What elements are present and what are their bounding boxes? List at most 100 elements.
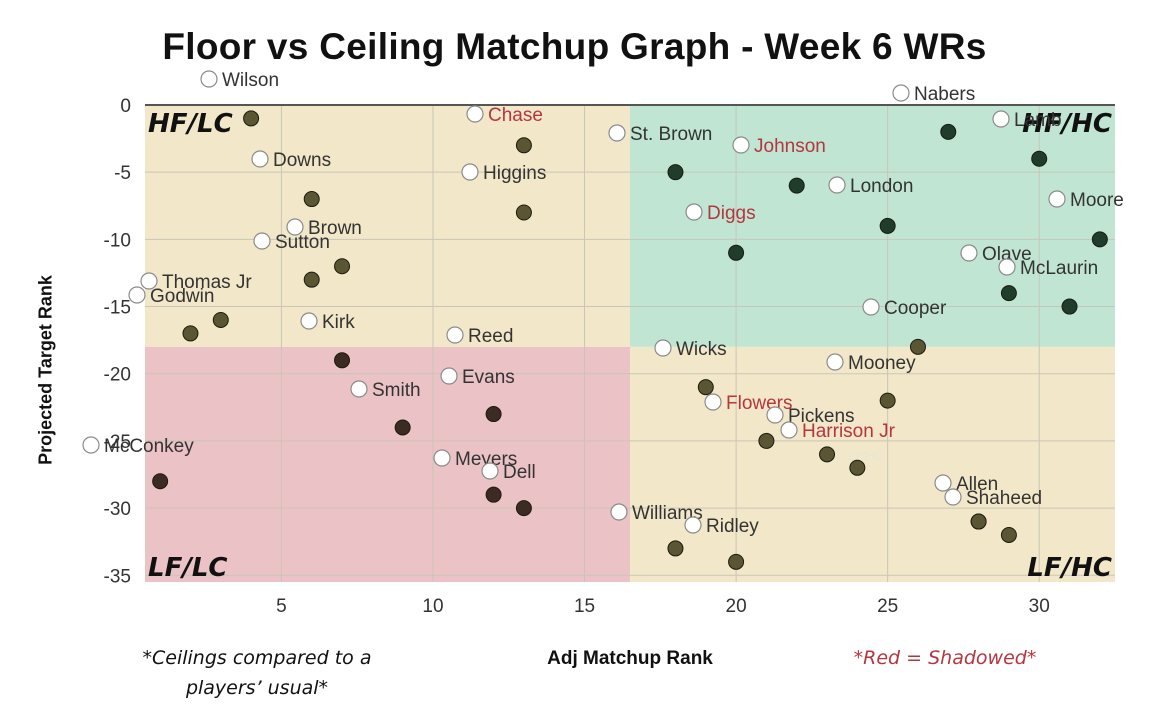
point-label: Lamb — [1014, 110, 1062, 131]
point-label: Kirk — [322, 312, 355, 333]
data-point — [303, 271, 320, 288]
data-point — [515, 137, 532, 154]
point-label: McConkey — [104, 436, 194, 457]
team-logo-icon — [433, 449, 451, 467]
point-label: Mooney — [848, 353, 916, 374]
team-logo-icon — [826, 353, 844, 371]
point-label: Diggs — [707, 203, 756, 224]
data-point — [334, 352, 351, 369]
data-point — [697, 379, 714, 396]
data-point — [212, 311, 229, 328]
point-label: London — [850, 176, 913, 197]
point-label: St. Brown — [630, 124, 712, 145]
team-logo-icon — [992, 110, 1010, 128]
quadrant-top-left — [145, 105, 630, 347]
point-label: Downs — [273, 150, 331, 171]
point-label: McLaurin — [1020, 258, 1098, 279]
data-point — [788, 177, 805, 194]
data-point — [819, 446, 836, 463]
data-point — [909, 338, 926, 355]
y-tick-label: -30 — [104, 499, 131, 520]
point-label: Meyers — [455, 449, 517, 470]
team-logo-icon — [654, 339, 672, 357]
data-point — [1091, 231, 1108, 248]
point-label: Evans — [462, 367, 515, 388]
data-point — [485, 486, 502, 503]
team-logo-icon — [608, 124, 626, 142]
x-tick-label: 5 — [276, 596, 287, 617]
team-logo-icon — [253, 232, 271, 250]
data-point — [879, 392, 896, 409]
team-logo-icon — [1048, 190, 1066, 208]
data-point — [515, 500, 532, 517]
point-label: Nabers — [914, 84, 975, 105]
point-label: Smith — [372, 380, 421, 401]
y-tick-label: -25 — [104, 432, 131, 453]
team-logo-icon — [998, 258, 1016, 276]
team-logo-icon — [685, 203, 703, 221]
y-tick-label: -5 — [114, 163, 131, 184]
data-point — [182, 325, 199, 342]
point-label: Thomas Jr — [162, 272, 252, 293]
y-tick-label: -20 — [104, 365, 131, 386]
data-point — [243, 110, 260, 127]
data-point — [879, 217, 896, 234]
team-logo-icon — [466, 105, 484, 123]
point-label: Olave — [982, 244, 1032, 265]
data-point — [1031, 150, 1048, 167]
point-label: Johnson — [754, 136, 826, 157]
team-logo-icon — [892, 84, 910, 102]
data-point — [485, 406, 502, 423]
point-label: Chase — [488, 105, 543, 126]
x-tick-label: 30 — [1029, 596, 1050, 617]
team-logo-icon — [461, 163, 479, 181]
team-logo-icon — [944, 488, 962, 506]
data-point — [758, 432, 775, 449]
team-logo-icon — [960, 244, 978, 262]
team-logo-icon — [286, 218, 304, 236]
team-logo-icon — [128, 286, 146, 304]
quadrant-label: HF/HC — [1022, 109, 1112, 139]
team-logo-icon — [610, 503, 628, 521]
point-label: Godwin — [150, 286, 214, 307]
data-point — [515, 204, 532, 221]
shadowed-note: *Red = Shadowed* — [853, 647, 1037, 669]
team-logo-icon — [780, 421, 798, 439]
team-logo-icon — [82, 436, 100, 454]
team-logo-icon — [481, 462, 499, 480]
point-label: Higgins — [483, 163, 546, 184]
data-point — [849, 459, 866, 476]
data-point — [334, 258, 351, 275]
data-point — [728, 553, 745, 570]
point-label: Ridley — [706, 516, 759, 537]
x-tick-label: 20 — [726, 596, 747, 617]
data-point — [152, 473, 169, 490]
x-tick-label: 25 — [877, 596, 898, 617]
point-label: Wilson — [222, 70, 279, 91]
data-point — [667, 164, 684, 181]
team-logo-icon — [684, 516, 702, 534]
point-label: Harrison Jr — [802, 421, 896, 442]
point-label: Brown — [308, 218, 362, 239]
x-axis-label: Adj Matchup Rank — [547, 648, 713, 669]
quadrant-label: LF/LC — [148, 553, 227, 583]
team-logo-icon — [350, 380, 368, 398]
team-logo-icon — [251, 150, 269, 168]
x-tick-label: 10 — [422, 596, 443, 617]
point-label: Flowers — [726, 393, 793, 414]
data-point — [394, 419, 411, 436]
data-point — [303, 191, 320, 208]
data-point — [970, 513, 987, 530]
team-logo-icon — [300, 312, 318, 330]
team-logo-icon — [440, 367, 458, 385]
y-tick-label: -10 — [104, 230, 131, 251]
faint-quadrant-label: LF/HC — [848, 449, 883, 463]
point-label: Moore — [1070, 190, 1124, 211]
team-logo-icon — [934, 474, 952, 492]
data-point — [667, 540, 684, 557]
point-label: Williams — [632, 503, 703, 524]
team-logo-icon — [862, 298, 880, 316]
y-tick-label: -35 — [104, 566, 131, 587]
data-point — [1000, 285, 1017, 302]
